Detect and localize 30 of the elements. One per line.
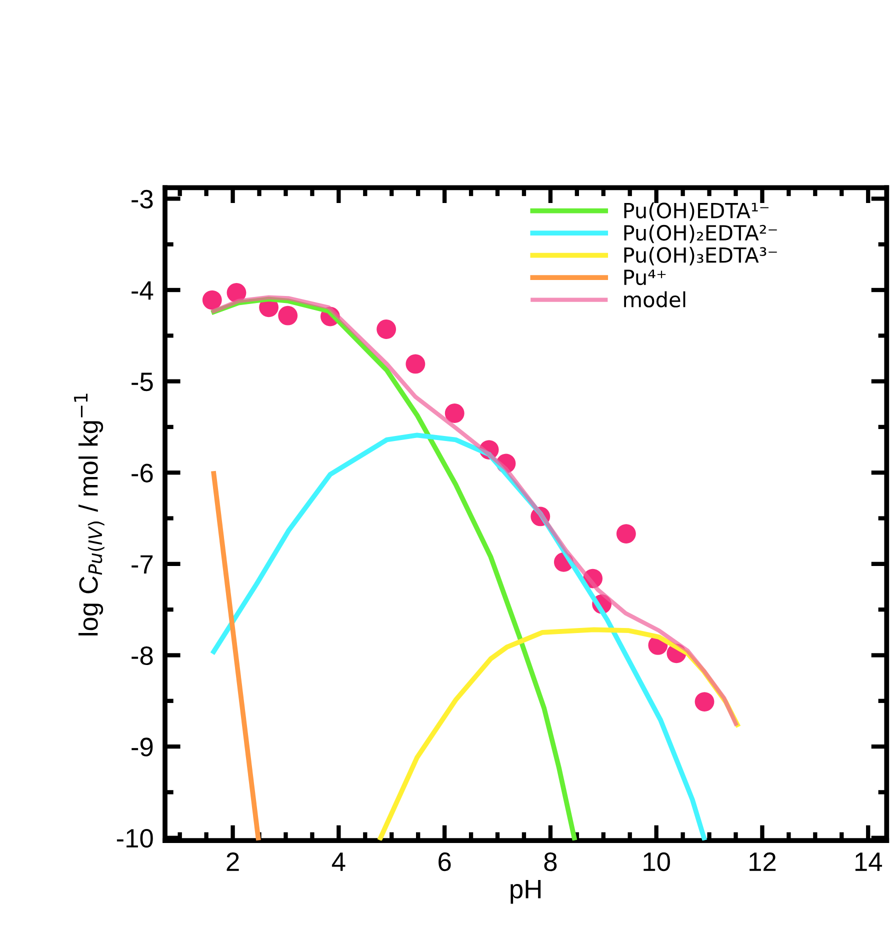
x-tick-label: 12	[750, 852, 776, 871]
point	[444, 404, 464, 423]
y-tick-label: -10	[116, 828, 153, 848]
x-tick-label: 6	[438, 852, 451, 872]
x-tick-label: 10	[644, 852, 670, 872]
legend-label: Pu(OH)EDTA¹⁻	[624, 202, 769, 221]
y-tick-label: -8	[132, 646, 153, 666]
legend-label: Pu(OH)₂EDTA²⁻	[624, 224, 777, 244]
x-tick-label: 2	[226, 852, 239, 871]
y-tick-label: -6	[132, 464, 153, 482]
y-tick-label: -5	[132, 372, 153, 392]
legend-label: Pu⁴⁺	[624, 270, 666, 286]
x-tick-label: 8	[544, 852, 557, 872]
y-tick-label: -9	[132, 738, 153, 756]
point	[616, 524, 636, 544]
x-tick-label: 4	[332, 852, 346, 871]
y-tick-label: -4	[132, 281, 154, 300]
x-tick-label: 14	[855, 852, 882, 871]
point	[278, 306, 298, 326]
point	[376, 320, 396, 339]
point	[226, 283, 246, 302]
y-tick-label: -3	[132, 190, 153, 209]
point	[694, 692, 714, 712]
y-axis-title: log C$_{Pu(IV)}$ / mol kg$^{−1}$	[74, 394, 104, 636]
point	[202, 290, 222, 310]
legend-label: model	[624, 291, 686, 308]
x-axis-title: pH	[510, 880, 541, 904]
point	[406, 354, 426, 374]
y-tick-label: -7	[132, 555, 153, 574]
legend-label: Pu(OH)₃EDTA³⁻	[624, 246, 777, 266]
